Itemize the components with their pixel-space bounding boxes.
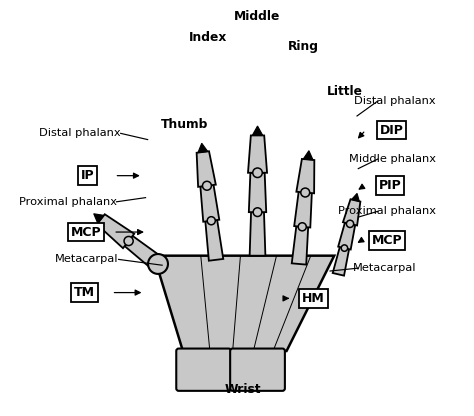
Circle shape xyxy=(341,245,347,251)
Text: Metacarpal: Metacarpal xyxy=(353,263,416,273)
Text: Metacarpal: Metacarpal xyxy=(55,255,118,265)
Text: Little: Little xyxy=(327,85,363,98)
Text: DIP: DIP xyxy=(380,124,403,136)
Text: Proximal phalanx: Proximal phalanx xyxy=(338,206,436,216)
Polygon shape xyxy=(333,247,349,276)
Text: Middle: Middle xyxy=(234,10,281,23)
Text: TM: TM xyxy=(74,286,95,299)
Polygon shape xyxy=(352,193,359,201)
Circle shape xyxy=(253,208,262,216)
Polygon shape xyxy=(125,236,163,270)
Polygon shape xyxy=(303,151,313,160)
Text: Middle phalanx: Middle phalanx xyxy=(349,154,436,164)
Text: Index: Index xyxy=(189,31,227,44)
Circle shape xyxy=(124,236,133,245)
Text: Ring: Ring xyxy=(288,40,319,52)
Circle shape xyxy=(148,254,168,274)
Polygon shape xyxy=(205,220,223,261)
Polygon shape xyxy=(97,214,134,248)
Text: Distal phalanx: Distal phalanx xyxy=(354,96,436,106)
Text: Proximal phalanx: Proximal phalanx xyxy=(18,197,117,207)
Text: MCP: MCP xyxy=(71,225,101,238)
Circle shape xyxy=(202,181,211,190)
Circle shape xyxy=(301,188,310,197)
Polygon shape xyxy=(154,256,334,351)
Text: IP: IP xyxy=(81,169,94,182)
Polygon shape xyxy=(248,136,267,173)
Text: PIP: PIP xyxy=(379,179,401,192)
Polygon shape xyxy=(296,159,314,193)
Polygon shape xyxy=(250,212,265,256)
Text: MCP: MCP xyxy=(372,234,402,247)
Polygon shape xyxy=(94,214,104,223)
Circle shape xyxy=(207,217,215,225)
Polygon shape xyxy=(294,192,312,228)
Circle shape xyxy=(298,223,306,231)
Text: HM: HM xyxy=(302,292,325,305)
Polygon shape xyxy=(343,199,360,225)
Circle shape xyxy=(253,168,262,178)
Circle shape xyxy=(346,220,354,228)
Polygon shape xyxy=(198,143,208,153)
Polygon shape xyxy=(197,151,216,187)
FancyBboxPatch shape xyxy=(176,349,231,391)
Text: Distal phalanx: Distal phalanx xyxy=(39,129,121,139)
Polygon shape xyxy=(249,173,266,212)
Polygon shape xyxy=(201,185,219,222)
Polygon shape xyxy=(252,126,263,136)
Text: Thumb: Thumb xyxy=(161,118,209,131)
Text: Wrist: Wrist xyxy=(225,382,261,396)
Polygon shape xyxy=(292,226,308,265)
FancyBboxPatch shape xyxy=(230,349,285,391)
Polygon shape xyxy=(338,223,355,250)
